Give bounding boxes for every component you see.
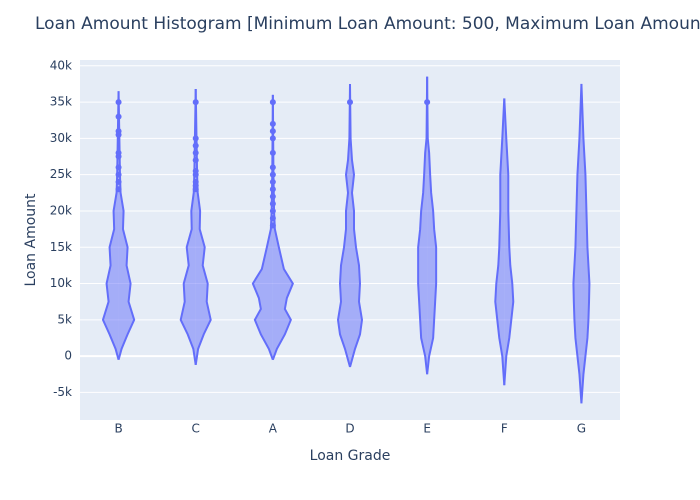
outlier-point xyxy=(269,135,276,142)
violin-outline xyxy=(417,76,429,375)
outlier-point xyxy=(269,207,276,214)
y-tick-label: 0 xyxy=(64,349,72,363)
y-tick-label: -5k xyxy=(53,385,72,399)
outlier-point xyxy=(269,222,276,229)
outlier-point xyxy=(269,178,276,185)
violin-fill xyxy=(427,76,437,375)
outlier-point xyxy=(192,99,199,106)
y-tick-label: 10k xyxy=(50,276,72,290)
y-tick-label: 20k xyxy=(50,203,72,217)
outlier-point xyxy=(269,164,276,171)
x-tick-label: B xyxy=(114,422,122,436)
y-tick-label: 5k xyxy=(57,312,72,326)
violin-outline xyxy=(494,98,506,386)
x-tick-label: E xyxy=(423,422,431,436)
outlier-point xyxy=(269,128,276,135)
violin-outline xyxy=(179,89,197,365)
outlier-point xyxy=(115,113,122,120)
violin-outline xyxy=(101,91,120,361)
y-tick-label: 30k xyxy=(50,131,72,145)
violin-fill xyxy=(418,76,428,375)
outlier-point xyxy=(269,149,276,156)
violin-outline xyxy=(349,83,364,368)
outlier-point xyxy=(269,186,276,193)
outlier-point xyxy=(192,135,199,142)
outlier-point xyxy=(192,157,199,164)
x-tick-label: A xyxy=(269,422,278,436)
outlier-point xyxy=(269,200,276,207)
outlier-point xyxy=(115,99,122,106)
outlier-point xyxy=(269,171,276,178)
violin-outline xyxy=(580,83,591,404)
x-tick-label: F xyxy=(501,422,508,436)
violin-outline xyxy=(503,98,515,386)
outlier-point xyxy=(424,99,431,106)
outlier-point xyxy=(192,149,199,156)
chart-title: Loan Amount Histogram [Minimum Loan Amou… xyxy=(35,14,700,34)
outlier-point xyxy=(192,142,199,149)
x-tick-label: G xyxy=(577,422,586,436)
violin-fill xyxy=(102,91,119,360)
y-tick-label: 35k xyxy=(50,95,72,109)
x-tick-label: D xyxy=(345,422,354,436)
violin-outline xyxy=(336,83,351,368)
outlier-point xyxy=(115,164,122,171)
outlier-point xyxy=(269,99,276,106)
outlier-point xyxy=(269,193,276,200)
outlier-point xyxy=(115,178,122,185)
y-axis-label: Loan Amount xyxy=(23,193,39,287)
outlier-point xyxy=(269,120,276,127)
violin-fill xyxy=(118,91,135,360)
violin-outline xyxy=(426,76,438,375)
x-tick-label: C xyxy=(192,422,200,436)
outlier-point xyxy=(269,215,276,222)
x-axis-label: Loan Grade xyxy=(310,448,391,464)
outlier-point xyxy=(347,99,353,106)
violin-outline xyxy=(572,83,583,404)
outlier-point xyxy=(115,153,122,160)
outlier-point xyxy=(192,171,199,178)
outlier-point xyxy=(115,171,122,178)
outlier-point xyxy=(192,186,199,193)
outlier-point xyxy=(115,131,122,138)
violin-outline xyxy=(117,91,136,361)
y-tick-label: 15k xyxy=(50,240,72,254)
outlier-point xyxy=(115,186,122,193)
y-tick-label: 40k xyxy=(50,58,72,72)
violin-outline xyxy=(194,89,212,365)
y-tick-label: 25k xyxy=(50,167,72,181)
